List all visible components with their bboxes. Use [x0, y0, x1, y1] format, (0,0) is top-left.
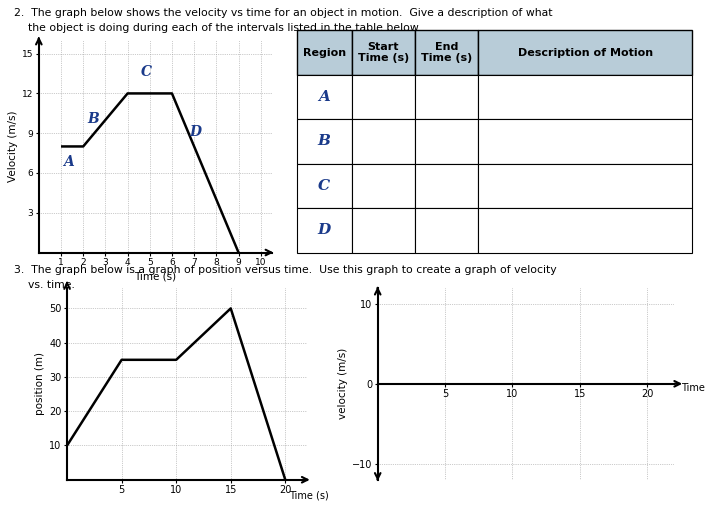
Text: vs. time.: vs. time.	[14, 280, 75, 290]
Y-axis label: velocity (m/s): velocity (m/s)	[337, 348, 347, 420]
X-axis label: Time (s): Time (s)	[134, 271, 176, 281]
Text: A: A	[64, 156, 74, 169]
Text: 3.  The graph below is a graph of position versus time.  Use this graph to creat: 3. The graph below is a graph of positio…	[14, 265, 557, 275]
Text: Time (s): Time (s)	[289, 490, 328, 500]
Text: D: D	[190, 125, 202, 139]
Y-axis label: Velocity (m/s): Velocity (m/s)	[8, 111, 18, 182]
Text: Time (s): Time (s)	[681, 383, 706, 393]
Text: C: C	[141, 65, 152, 79]
Text: the object is doing during each of the intervals listed in the table below: the object is doing during each of the i…	[14, 23, 419, 33]
Text: B: B	[88, 112, 100, 126]
Text: 2.  The graph below shows the velocity vs time for an object in motion.  Give a : 2. The graph below shows the velocity vs…	[14, 8, 553, 18]
Y-axis label: position (m): position (m)	[35, 352, 45, 415]
